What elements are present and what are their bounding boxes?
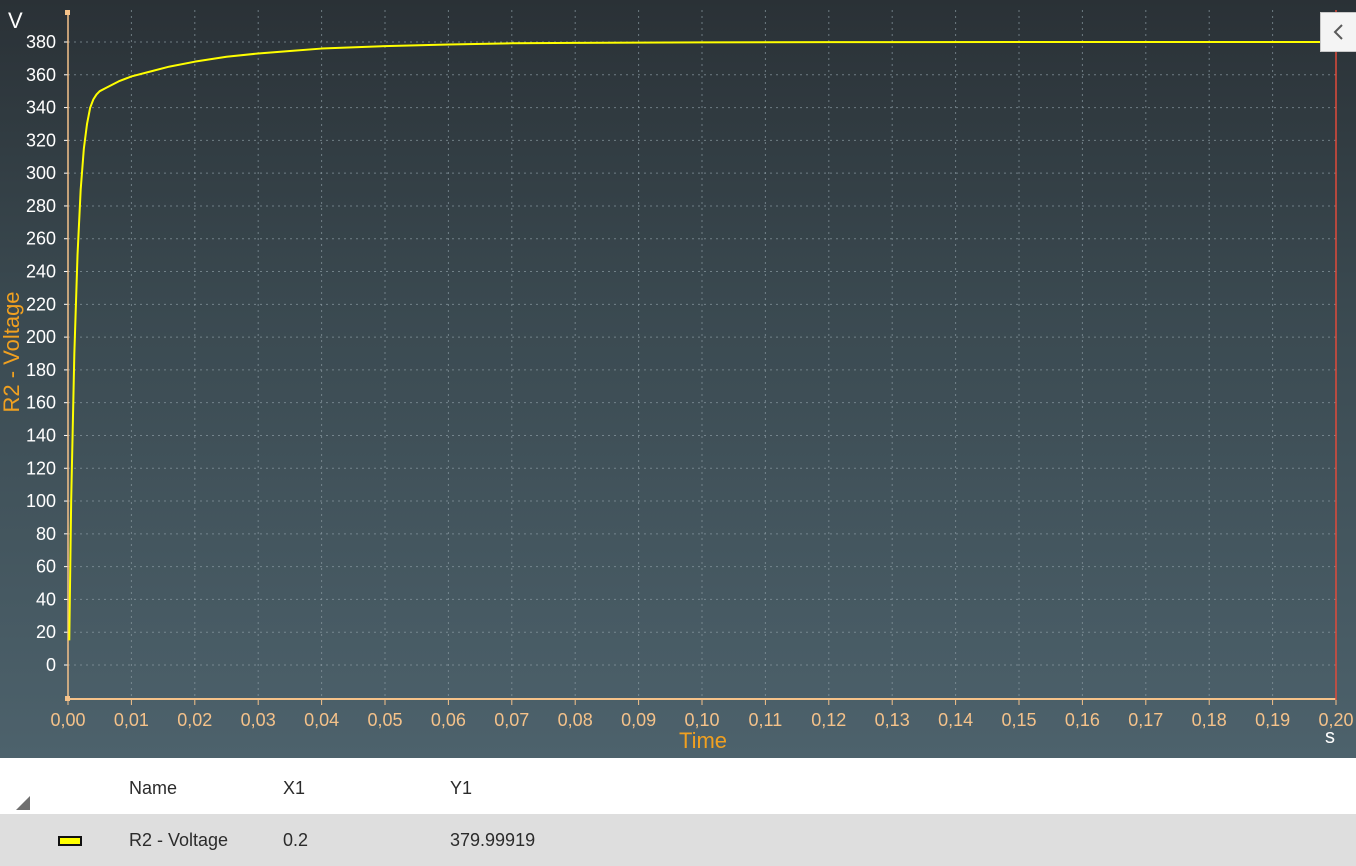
y-tick-label: 340 xyxy=(26,98,56,118)
x-tick-label: 0,00 xyxy=(50,710,85,730)
y-tick-label: 280 xyxy=(26,196,56,216)
grid-lines xyxy=(68,10,1336,700)
series-color-swatch xyxy=(58,836,82,846)
y-tick-label: 60 xyxy=(36,557,56,577)
chart-panel: 0 20 40 60 80 100 120 140 160 180 200 220 240 260 280 3… xyxy=(0,0,1356,758)
x-tick-label: 0,05 xyxy=(367,710,402,730)
x-axis-title: Time xyxy=(679,728,727,753)
y-tick-label: 100 xyxy=(26,491,56,511)
y-tick-labels: 0 20 40 60 80 100 120 140 160 180 200 220 240 260 280 3… xyxy=(26,32,56,675)
x-tick-label: 0,09 xyxy=(621,710,656,730)
x-tick-label: 0,15 xyxy=(1001,710,1036,730)
x-tick-label: 0,17 xyxy=(1128,710,1163,730)
y-tick-label: 120 xyxy=(26,458,56,478)
x-tick-label: 0,02 xyxy=(177,710,212,730)
y-tick-label: 20 xyxy=(36,622,56,642)
axis-frame xyxy=(64,10,1337,705)
header-y1[interactable]: Y1 xyxy=(450,778,473,798)
y-axis-title: R2 - Voltage xyxy=(0,291,24,412)
x-unit-label: s xyxy=(1325,726,1335,748)
series-layer xyxy=(68,41,1336,641)
x-tick-label: 0,20 xyxy=(1318,710,1353,730)
x-tick-label: 0,03 xyxy=(241,710,276,730)
x-tick-label: 0,19 xyxy=(1255,710,1290,730)
header-x1[interactable]: X1 xyxy=(283,778,306,798)
y-tick-label: 200 xyxy=(26,327,56,347)
chevron-left-icon xyxy=(1333,24,1343,40)
x-tick-label: 0,08 xyxy=(558,710,593,730)
y-tick-label: 180 xyxy=(26,360,56,380)
table-row[interactable]: R2 - Voltage 0.2 379.99919 xyxy=(0,814,1356,866)
x-tick-label: 0,11 xyxy=(749,710,783,730)
y-tick-label: 360 xyxy=(26,65,56,85)
x-tick-label: 0,07 xyxy=(494,710,529,730)
y-tick-label: 140 xyxy=(26,425,56,445)
y-tick-label: 320 xyxy=(26,130,56,150)
sort-corner-icon[interactable] xyxy=(16,796,30,810)
y-tick-label: 300 xyxy=(26,163,56,183)
y-tick-label: 220 xyxy=(26,294,56,314)
x-axis-start-marker xyxy=(65,696,70,701)
header-name[interactable]: Name xyxy=(129,778,178,798)
y-tick-label: 80 xyxy=(36,524,56,544)
y-tick-label: 240 xyxy=(26,262,56,282)
y-tick-label: 40 xyxy=(36,589,56,609)
x-tick-label: 0,13 xyxy=(875,710,910,730)
voltage-chart[interactable]: 0 20 40 60 80 100 120 140 160 180 200 220 240 260 280 3… xyxy=(0,0,1356,758)
x-tick-label: 0,14 xyxy=(938,710,973,730)
measurement-table: Name X1 Y1 R2 - Voltage 0.2 379.99919 xyxy=(0,758,1356,866)
series-line-r2-voltage xyxy=(68,41,1336,641)
row-name: R2 - Voltage xyxy=(129,830,229,850)
y-tick-label: 160 xyxy=(26,393,56,413)
y-tick-label: 260 xyxy=(26,229,56,249)
x-tick-labels: 0,00 0,01 0,02 0,03 0,04 0,05 0,06 0,07 0,08 0,09… xyxy=(50,710,1353,730)
x-tick-label: 0,01 xyxy=(114,710,149,730)
collapse-panel-button[interactable] xyxy=(1320,12,1356,52)
x-tick-label: 0,12 xyxy=(811,710,846,730)
row-x1: 0.2 xyxy=(283,830,309,850)
y-tick-label: 0 xyxy=(46,655,56,675)
x-tick-label: 0,10 xyxy=(684,710,719,730)
x-tick-label: 0,04 xyxy=(304,710,339,730)
x-tick-label: 0,06 xyxy=(431,710,466,730)
table-header: Name X1 Y1 xyxy=(0,758,1356,814)
x-tick-label: 0,16 xyxy=(1065,710,1100,730)
row-y1: 379.99919 xyxy=(450,830,536,850)
y-unit-label: V xyxy=(8,8,23,33)
x-tick-label: 0,18 xyxy=(1192,710,1227,730)
y-tick-label: 380 xyxy=(26,32,56,52)
y-axis-end-marker xyxy=(65,10,70,15)
